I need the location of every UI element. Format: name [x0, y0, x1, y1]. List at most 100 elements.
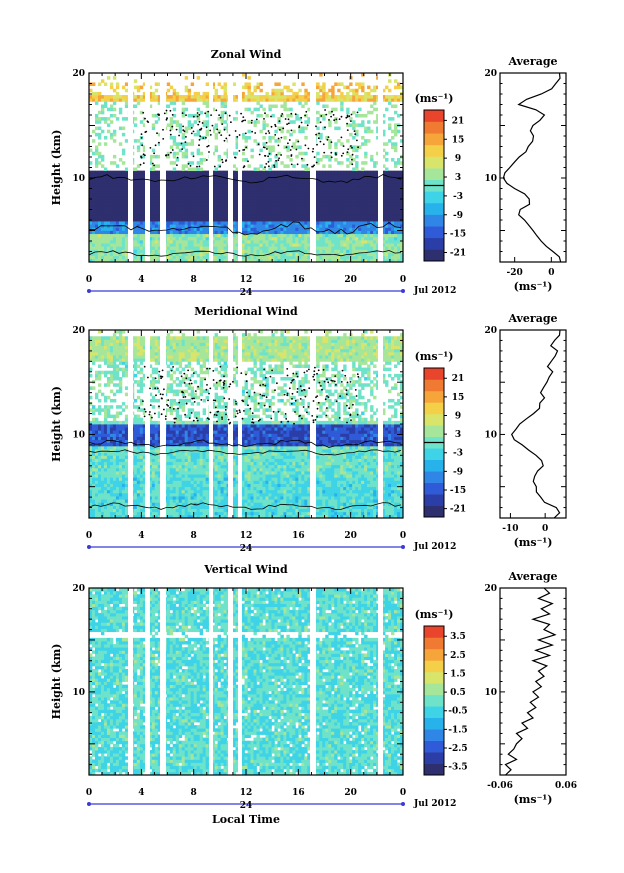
- contour-speck: [280, 115, 283, 117]
- heatmap-cell: [109, 186, 114, 190]
- heatmap-cell: [109, 202, 114, 206]
- heatmap-cell: [355, 161, 359, 165]
- heatmap-cell: [331, 214, 335, 219]
- contour-speck: [199, 135, 202, 138]
- heatmap-cell: [274, 192, 278, 197]
- heatmap-cell: [154, 208, 159, 212]
- heatmap-cell: [292, 230, 296, 235]
- heatmap-cell: [100, 427, 105, 431]
- heatmap-cell: [106, 477, 111, 481]
- heatmap-cell: [343, 211, 347, 216]
- heatmap-cell: [265, 243, 269, 247]
- heatmap-cell: [391, 211, 395, 216]
- heatmap-cell: [184, 233, 189, 238]
- heatmap-cell: [133, 249, 138, 253]
- heatmap-cell: [373, 161, 377, 165]
- heatmap-cell: [295, 180, 299, 184]
- heatmap-cell: [199, 230, 204, 235]
- heatmap-cell: [352, 192, 356, 197]
- heatmap-cell: [196, 221, 201, 225]
- heatmap-cell: [94, 348, 99, 353]
- heatmap-cell: [325, 183, 329, 187]
- heatmap-cell: [274, 243, 278, 247]
- heatmap-cell: [253, 189, 257, 194]
- heatmap-cell: [271, 164, 275, 168]
- heatmap-cell: [124, 98, 129, 102]
- heatmap-cell: [91, 489, 96, 494]
- heatmap-cell: [235, 176, 239, 181]
- heatmap-cell: [391, 145, 395, 149]
- heatmap-cell: [340, 98, 344, 102]
- heatmap-cell: [274, 255, 278, 260]
- heatmap-cell: [268, 173, 272, 178]
- heatmap-cell: [244, 95, 248, 99]
- heatmap-cell: [89, 492, 93, 497]
- heatmap-cell: [118, 186, 123, 190]
- heatmap-cell: [109, 233, 114, 238]
- heatmap-cell: [103, 505, 108, 509]
- heatmap-cell: [382, 164, 386, 168]
- heatmap-cell: [154, 170, 159, 175]
- heatmap-cell: [376, 176, 380, 181]
- heatmap-cell: [172, 252, 177, 257]
- heatmap-cell: [385, 208, 389, 212]
- heatmap-cell: [211, 239, 215, 244]
- heatmap-cell: [307, 227, 311, 231]
- heatmap-cell: [235, 243, 239, 247]
- heatmap-cell: [319, 199, 323, 203]
- heatmap-cell: [388, 211, 392, 216]
- heatmap-cell: [352, 145, 356, 149]
- heatmap-cell: [223, 221, 227, 225]
- heatmap-cell: [271, 88, 275, 93]
- heatmap-cell: [172, 176, 177, 181]
- heatmap-cell: [115, 496, 120, 500]
- heatmap-cell: [103, 477, 108, 481]
- heatmap-cell: [370, 246, 374, 250]
- heatmap-cell: [295, 214, 299, 219]
- heatmap-cell: [394, 221, 398, 225]
- heatmap-cell: [340, 161, 344, 165]
- heatmap-cell: [178, 170, 183, 175]
- heatmap-cell: [274, 246, 278, 250]
- heatmap-cell: [220, 192, 224, 197]
- heatmap-cell: [184, 151, 189, 156]
- heatmap-cell: [89, 342, 93, 347]
- heatmap-cell: [319, 202, 323, 206]
- contour-speck: [153, 152, 156, 155]
- heatmap-cell: [184, 88, 189, 93]
- heatmap-cell: [139, 230, 144, 235]
- heatmap-cell: [370, 224, 374, 228]
- heatmap-cell: [89, 173, 93, 178]
- heatmap-cell: [292, 258, 296, 263]
- heatmap-cell: [154, 202, 159, 206]
- heatmap-cell: [115, 471, 120, 475]
- heatmap-cell: [298, 258, 302, 263]
- heatmap-cell: [283, 249, 287, 253]
- heatmap-cell: [316, 82, 320, 86]
- heatmap-cell: [232, 214, 236, 219]
- heatmap-cell: [331, 249, 335, 253]
- heatmap-cell: [193, 120, 198, 124]
- heatmap-cell: [232, 249, 236, 253]
- heatmap-cell: [184, 76, 189, 80]
- heatmap-cell: [364, 211, 368, 216]
- heatmap-cell: [193, 173, 198, 178]
- contour-speck: [169, 109, 172, 112]
- heatmap-cell: [340, 236, 344, 241]
- heatmap-cell: [154, 233, 159, 238]
- heatmap-cell: [253, 236, 257, 241]
- heatmap-cell: [355, 214, 359, 219]
- heatmap-cell: [91, 483, 96, 488]
- heatmap-cell: [172, 170, 177, 175]
- heatmap-cell: [283, 252, 287, 257]
- heatmap-cell: [355, 208, 359, 212]
- heatmap-cell: [220, 252, 224, 257]
- heatmap-cell: [298, 186, 302, 190]
- heatmap-cell: [346, 95, 350, 99]
- heatmap-cell: [283, 180, 287, 184]
- contour-speck: [277, 159, 280, 162]
- heatmap-cell: [106, 246, 111, 250]
- heatmap-cell: [250, 233, 254, 238]
- heatmap-cell: [91, 243, 96, 247]
- heatmap-cell: [337, 139, 341, 143]
